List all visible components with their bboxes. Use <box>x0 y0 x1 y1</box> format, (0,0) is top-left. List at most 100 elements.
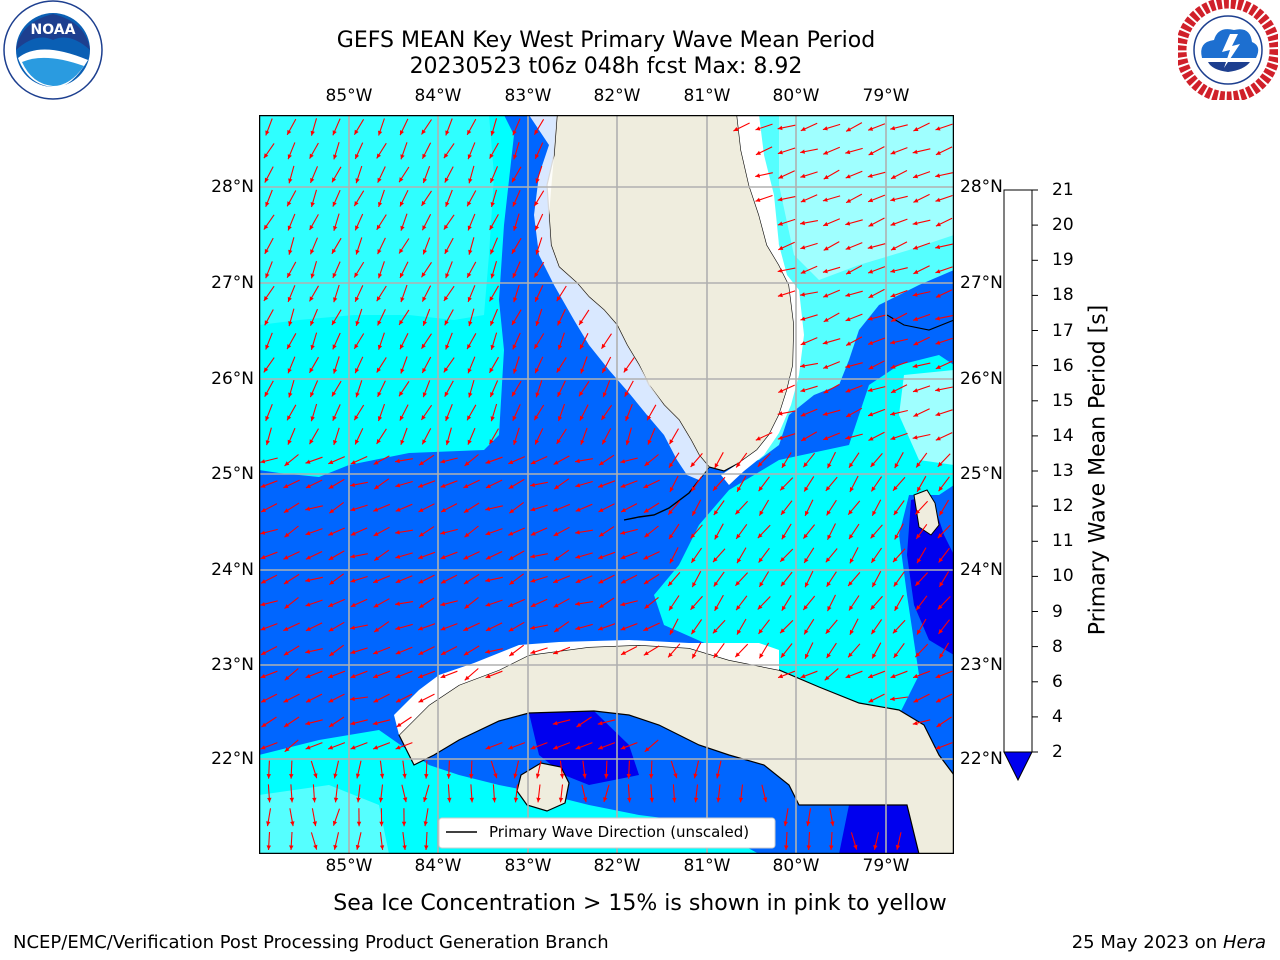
wave-arrow <box>914 500 929 515</box>
wave-arrow <box>283 502 300 514</box>
wave-arrow <box>868 693 885 703</box>
wave-arrow <box>464 525 479 538</box>
wave-arrow <box>283 551 300 560</box>
wave-arrow <box>422 237 431 255</box>
wave-arrow <box>804 642 814 659</box>
colorbar <box>1000 186 1040 786</box>
wave-arrow <box>912 242 931 250</box>
wave-arrow <box>395 646 413 655</box>
wave-arrow <box>350 598 368 608</box>
wave-arrow <box>373 478 390 490</box>
wave-arrow <box>354 213 364 231</box>
wave-arrow <box>913 122 930 132</box>
wave-arrow <box>777 410 796 416</box>
wave-arrow <box>260 551 278 560</box>
wave-arrow <box>463 479 480 489</box>
wave-arrow <box>912 362 931 369</box>
wave-arrow <box>892 548 906 563</box>
wave-arrow <box>643 645 660 656</box>
wave-arrow <box>395 623 413 631</box>
wave-arrow <box>913 408 930 417</box>
wave-arrow <box>534 356 544 374</box>
wave-arrow <box>418 693 435 703</box>
wave-arrow <box>602 380 611 398</box>
wave-arrow <box>333 142 340 160</box>
wave-arrow <box>328 550 345 561</box>
wave-arrow <box>328 716 345 728</box>
contour-8-9-east-patch <box>899 370 954 465</box>
wave-arrow <box>328 501 345 514</box>
wave-arrow <box>693 760 700 779</box>
contour-4-6-atlantic <box>654 355 954 725</box>
colorbar-tick-label: 18 <box>1052 285 1074 306</box>
wave-arrow <box>758 499 770 516</box>
wave-arrow <box>485 648 503 654</box>
wave-arrow <box>582 760 587 779</box>
wave-arrow <box>624 380 634 397</box>
wave-arrow <box>575 601 593 606</box>
wave-arrow <box>266 808 272 827</box>
wave-arrow <box>376 357 387 373</box>
wave-arrow <box>669 475 679 493</box>
wave-arrow <box>598 597 615 609</box>
wave-arrow <box>485 742 503 750</box>
wave-arrow <box>935 243 953 250</box>
wave-arrow <box>445 332 453 350</box>
wave-arrow <box>781 523 792 540</box>
wave-arrow <box>580 427 588 445</box>
wave-arrow <box>443 214 455 230</box>
wave-arrow <box>305 599 323 607</box>
wave-arrow <box>670 760 678 779</box>
wave-arrow <box>356 784 361 803</box>
wave-arrow <box>867 171 886 178</box>
wave-arrow <box>421 356 432 374</box>
wave-arrow <box>871 642 882 659</box>
wave-arrow <box>512 118 521 136</box>
wave-arrow <box>265 403 273 422</box>
wave-arrow <box>559 760 565 779</box>
footer-left: NCEP/EMC/Verification Post Processing Pr… <box>13 932 609 953</box>
wave-arrow <box>373 455 390 465</box>
wave-arrow <box>485 505 503 511</box>
wave-arrow <box>738 784 744 803</box>
wave-arrow <box>395 575 413 584</box>
wave-arrow <box>332 261 341 279</box>
noaa-logo-text: NOAA <box>31 22 76 38</box>
wave-arrow <box>421 285 432 302</box>
wave-arrow <box>288 237 295 255</box>
wave-arrow <box>399 332 409 350</box>
wave-arrow <box>620 646 638 656</box>
colorbar-tick-label: 8 <box>1052 636 1063 657</box>
wave-arrow <box>492 784 497 803</box>
wave-arrow <box>822 266 841 274</box>
wave-arrow <box>598 454 615 466</box>
wave-arrow <box>467 142 476 160</box>
wave-arrow <box>757 524 771 539</box>
wave-arrow <box>533 119 545 135</box>
wave-arrow <box>399 404 409 421</box>
map-frame: Primary Wave Direction (unscaled) <box>258 114 955 855</box>
land-bahamas-grand <box>886 314 955 331</box>
wave-arrow <box>822 123 841 131</box>
wave-arrow <box>870 453 883 468</box>
wave-arrow <box>800 314 818 321</box>
wave-arrow <box>350 553 368 559</box>
wave-arrow <box>400 284 408 303</box>
wave-arrow <box>575 552 593 559</box>
wave-arrow <box>305 693 323 703</box>
wave-arrow <box>578 380 590 397</box>
wave-arrow <box>867 337 886 345</box>
wave-arrow <box>376 285 387 302</box>
wave-arrow <box>508 550 525 561</box>
wave-arrow <box>558 784 564 803</box>
wave-arrow <box>507 742 526 750</box>
wave-arrow <box>309 166 319 184</box>
wave-arrow <box>914 572 929 587</box>
wave-arrow <box>283 479 300 489</box>
wave-arrow <box>735 452 748 468</box>
wave-arrow <box>847 643 861 658</box>
land-isla-juventud <box>516 762 570 812</box>
wave-arrow <box>691 642 702 659</box>
wave-arrow <box>511 166 522 183</box>
wave-arrow <box>935 266 953 274</box>
